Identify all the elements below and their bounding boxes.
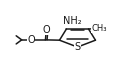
Text: CH₃: CH₃ [91,24,107,33]
Text: O: O [27,35,35,45]
Text: NH₂: NH₂ [63,16,81,26]
Text: O: O [43,25,50,35]
Text: S: S [74,42,81,52]
